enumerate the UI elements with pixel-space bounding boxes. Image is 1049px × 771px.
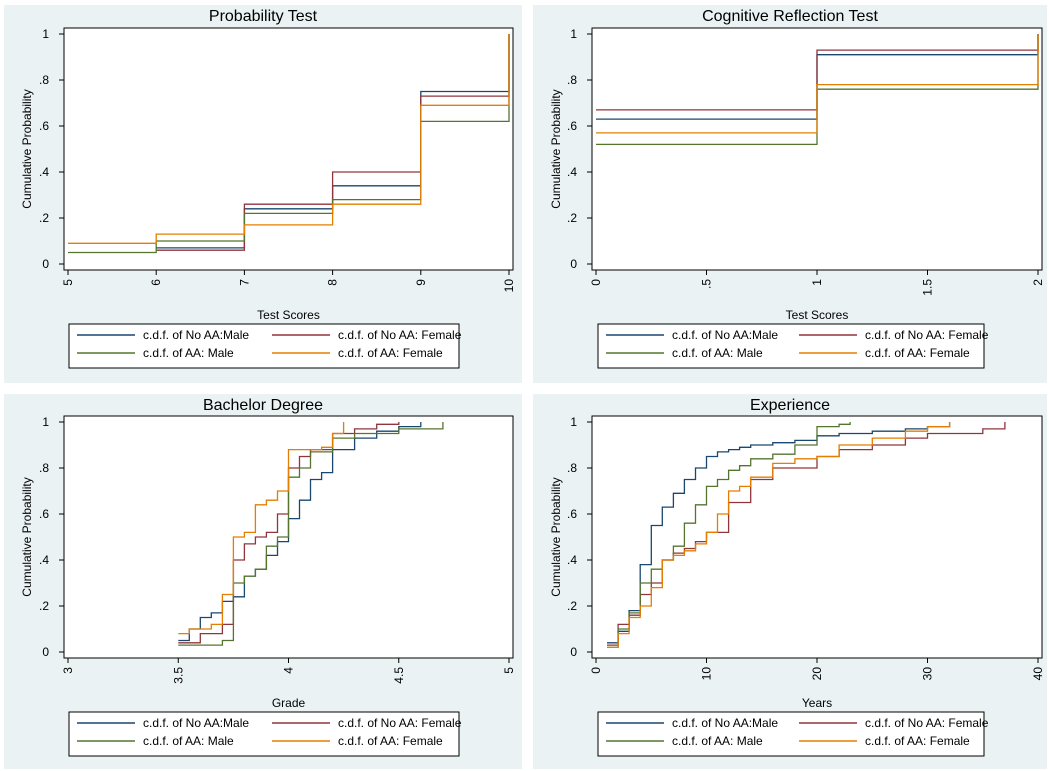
x-tick-label: 5 — [61, 279, 75, 286]
legend-box — [597, 323, 985, 369]
x-tick-label: 9 — [414, 279, 428, 286]
series-line-3 — [178, 422, 444, 646]
legend-label-3: c.d.f. of AA: Male — [143, 734, 234, 748]
chart-title: Bachelor Degree — [203, 397, 323, 414]
y-tick-label: .6 — [567, 507, 577, 521]
legend: c.d.f. of No AA:Male c.d.f. of No AA: Fem… — [68, 323, 462, 369]
series-line-4 — [607, 422, 951, 649]
x-tick-label: 0 — [589, 279, 603, 286]
y-tick-label: .8 — [567, 461, 577, 475]
series-line-4 — [178, 422, 345, 635]
x-tick-label: 40 — [1031, 667, 1045, 681]
chart-panel-3: Bachelor Degree 0 .2 .4 .6 .8 1 3 3.5 4 4.5 5 Cumula… — [4, 394, 522, 769]
legend-box — [68, 323, 460, 369]
y-tick-label: .6 — [39, 119, 49, 133]
legend-label-1: c.d.f. of No AA:Male — [143, 716, 249, 730]
legend: c.d.f. of No AA:Male c.d.f. of No AA: Fem… — [597, 323, 989, 369]
chart-panel-2: Cognitive Reflection Test 0 .2 .4 .6 .8 1 0 .5 1 1… — [533, 5, 1047, 383]
chart-title: Probability Test — [209, 8, 318, 25]
x-tick-label: 30 — [921, 667, 935, 681]
legend-label-4: c.d.f. of AA: Female — [338, 346, 443, 360]
chart-panel-1: Probability Test 0 .2 .4 .6 .8 1 5 6 7 8 9 10 Cumulat… — [4, 5, 522, 383]
x-axis-label: Years — [802, 696, 832, 710]
legend-box — [597, 711, 985, 757]
legend: c.d.f. of No AA:Male c.d.f. of No AA: Fem… — [597, 711, 989, 757]
y-tick-label: .2 — [567, 599, 577, 613]
x-tick-label: 10 — [700, 667, 714, 681]
y-axis-label: Cumulative Probability — [20, 89, 34, 208]
x-tick-label: 1.5 — [921, 279, 935, 296]
plot-area — [591, 415, 1043, 659]
x-tick-label: 3 — [61, 667, 75, 674]
y-tick-label: 1 — [42, 415, 49, 429]
y-tick-label: 0 — [42, 257, 49, 271]
legend-label-4: c.d.f. of AA: Female — [338, 734, 443, 748]
series-line-2 — [178, 422, 400, 644]
chart-title: Experience — [750, 397, 830, 414]
y-tick-label: .8 — [567, 73, 577, 87]
chart-title: Cognitive Reflection Test — [702, 8, 878, 25]
series-line-4 — [68, 34, 510, 244]
x-tick-label: 8 — [326, 279, 340, 286]
x-tick-label: 10 — [502, 279, 516, 293]
series-line-2 — [607, 422, 1006, 646]
legend: c.d.f. of No AA:Male c.d.f. of No AA: Fem… — [68, 711, 462, 757]
x-axis-label: Test Scores — [786, 308, 849, 322]
y-tick-label: 0 — [570, 645, 577, 659]
y-tick-label: .6 — [39, 507, 49, 521]
legend-label-2: c.d.f. of No AA: Female — [338, 716, 462, 730]
y-tick-label: .4 — [39, 165, 49, 179]
y-tick-label: 0 — [42, 645, 49, 659]
y-tick-label: 1 — [570, 27, 577, 41]
x-tick-label: 4 — [282, 667, 296, 674]
legend-label-3: c.d.f. of AA: Male — [672, 346, 763, 360]
series-line-3 — [607, 422, 851, 649]
y-tick-label: .4 — [39, 553, 49, 567]
legend-label-3: c.d.f. of AA: Male — [143, 346, 234, 360]
y-tick-label: 1 — [570, 415, 577, 429]
y-tick-label: 1 — [42, 27, 49, 41]
series-line-4 — [596, 34, 1039, 134]
y-tick-label: .2 — [39, 599, 49, 613]
y-tick-label: .6 — [567, 119, 577, 133]
legend-label-2: c.d.f. of No AA: Female — [865, 328, 989, 342]
x-tick-label: .5 — [700, 279, 714, 289]
legend-label-1: c.d.f. of No AA:Male — [672, 328, 778, 342]
x-tick-label: 7 — [237, 279, 251, 286]
y-axis-label: Cumulative Probability — [20, 477, 34, 596]
x-tick-label: 0 — [589, 667, 603, 674]
legend-box — [68, 711, 460, 757]
legend-label-4: c.d.f. of AA: Female — [865, 734, 970, 748]
x-tick-label: 4.5 — [392, 667, 406, 684]
plot-area — [63, 27, 514, 271]
y-tick-label: 0 — [570, 257, 577, 271]
legend-label-2: c.d.f. of No AA: Female — [338, 328, 462, 342]
x-tick-label: 6 — [149, 279, 163, 286]
y-tick-label: .2 — [39, 211, 49, 225]
legend-label-3: c.d.f. of AA: Male — [672, 734, 763, 748]
x-axis-label: Grade — [272, 696, 306, 710]
y-axis-label: Cumulative Probability — [549, 477, 563, 596]
y-axis-label: Cumulative Probability — [549, 89, 563, 208]
series-line-1 — [607, 422, 951, 644]
x-tick-label: 20 — [810, 667, 824, 681]
y-tick-label: .8 — [39, 73, 49, 87]
legend-label-4: c.d.f. of AA: Female — [865, 346, 970, 360]
y-tick-label: .2 — [567, 211, 577, 225]
legend-label-1: c.d.f. of No AA:Male — [143, 328, 249, 342]
x-axis-label: Test Scores — [257, 308, 320, 322]
y-tick-label: .4 — [567, 553, 577, 567]
legend-label-2: c.d.f. of No AA: Female — [865, 716, 989, 730]
x-tick-label: 5 — [502, 667, 516, 674]
legend-label-1: c.d.f. of No AA:Male — [672, 716, 778, 730]
y-tick-label: .4 — [567, 165, 577, 179]
y-tick-label: .8 — [39, 461, 49, 475]
x-tick-label: 2 — [1031, 279, 1045, 286]
x-tick-label: 1 — [810, 279, 824, 286]
x-tick-label: 3.5 — [171, 667, 185, 684]
